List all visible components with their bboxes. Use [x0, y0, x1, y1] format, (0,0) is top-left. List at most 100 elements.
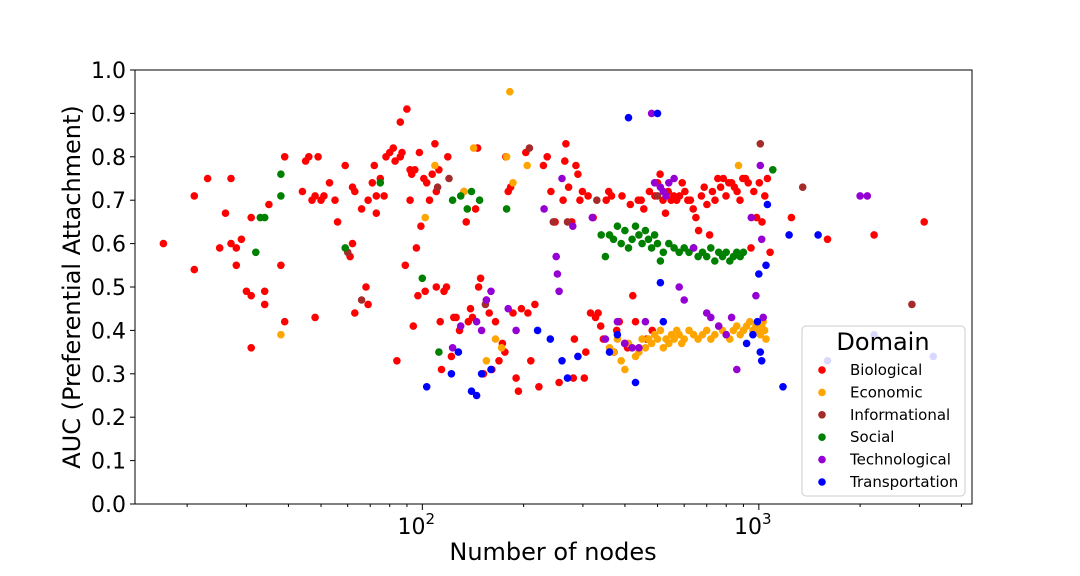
data-point [351, 187, 359, 196]
data-point [675, 283, 683, 291]
data-point [631, 378, 640, 387]
data-point [472, 391, 481, 400]
data-point [621, 226, 629, 235]
data-point [647, 339, 656, 348]
data-point [734, 161, 743, 170]
y-tick-label: 0.6 [91, 233, 126, 258]
data-point [641, 344, 650, 352]
data-point [467, 387, 476, 396]
legend-title: Domain [836, 328, 929, 356]
data-point [908, 300, 916, 309]
data-point [680, 244, 688, 252]
data-point [364, 196, 372, 204]
legend-marker [818, 478, 826, 486]
data-point [785, 231, 793, 239]
data-point [644, 235, 653, 244]
data-point [665, 179, 673, 187]
data-point [719, 174, 728, 183]
data-point [232, 244, 241, 252]
data-point [626, 200, 635, 209]
data-point [320, 192, 328, 200]
y-tick-label: 0.2 [91, 406, 126, 431]
x-axis-title: Number of nodes [449, 538, 656, 566]
data-point [159, 239, 168, 248]
data-point [779, 383, 787, 391]
data-point [722, 330, 730, 339]
data-point [613, 317, 622, 326]
data-point [555, 287, 563, 296]
data-point [190, 192, 199, 200]
series-social [252, 166, 777, 356]
data-point [466, 304, 475, 313]
data-point [662, 192, 670, 200]
data-point [733, 322, 741, 330]
data-point [558, 357, 566, 365]
data-point [531, 300, 539, 309]
data-point [447, 352, 456, 361]
data-point [341, 161, 350, 170]
data-point [624, 244, 633, 252]
data-point [762, 335, 770, 343]
data-point [640, 205, 648, 213]
data-point [588, 213, 597, 222]
data-point [475, 196, 484, 204]
data-point [638, 239, 646, 248]
data-point [863, 192, 872, 200]
x-tick-base: 10 [734, 515, 762, 540]
data-point [563, 218, 572, 226]
data-point [564, 183, 573, 191]
legend-label: Economic [850, 383, 923, 401]
data-point [708, 187, 717, 196]
data-point [280, 317, 289, 326]
data-point [670, 174, 678, 183]
data-point [277, 261, 285, 270]
data-point [325, 179, 334, 187]
data-point [445, 174, 453, 183]
data-point [656, 278, 665, 287]
data-point [547, 187, 555, 196]
y-tick-label: 0.3 [91, 363, 126, 388]
data-point [656, 326, 665, 335]
data-point [766, 248, 774, 257]
data-point [761, 192, 769, 200]
data-point [582, 348, 590, 356]
data-point [733, 187, 741, 196]
data-point [227, 239, 235, 248]
data-point [558, 174, 566, 183]
data-point [574, 352, 582, 361]
data-point [535, 383, 543, 391]
data-point [553, 270, 562, 278]
data-point [749, 330, 757, 339]
series-technological [448, 109, 872, 374]
data-point [474, 283, 483, 291]
data-point [476, 274, 485, 283]
x-tick-exponent: 3 [762, 510, 772, 528]
data-point [670, 335, 678, 343]
data-point [650, 231, 659, 239]
data-point [447, 370, 456, 378]
data-point [380, 192, 388, 200]
data-point [757, 235, 766, 244]
data-point [252, 248, 260, 257]
data-point [716, 183, 725, 191]
data-point [546, 335, 555, 343]
data-point [418, 274, 427, 283]
data-point [578, 187, 587, 196]
y-tick-label: 0.9 [91, 102, 126, 127]
data-point [665, 339, 673, 348]
data-point [525, 144, 534, 152]
data-point [543, 153, 551, 161]
y-axis-title: AUC (Preferential Attachment) [58, 105, 86, 469]
data-point [331, 196, 339, 204]
data-point [675, 330, 683, 339]
data-point [432, 283, 441, 291]
data-point [533, 326, 542, 335]
data-point [613, 222, 622, 230]
data-point [506, 87, 514, 96]
data-point [563, 374, 572, 382]
data-point [750, 187, 758, 196]
data-point [763, 200, 772, 209]
data-point [502, 205, 511, 213]
y-tick-label: 1.0 [91, 59, 126, 84]
